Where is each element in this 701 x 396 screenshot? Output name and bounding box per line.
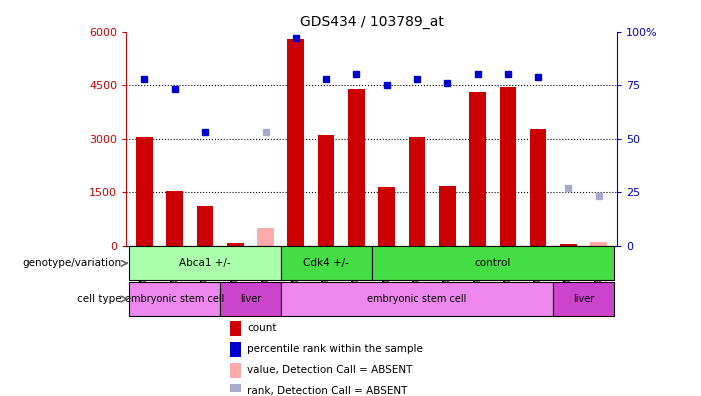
Bar — [230, 363, 241, 378]
Bar — [257, 228, 274, 246]
Bar — [220, 282, 280, 316]
Bar — [530, 129, 547, 246]
Text: count: count — [247, 323, 276, 333]
Bar — [230, 342, 241, 357]
Bar — [136, 137, 153, 246]
Bar — [500, 87, 516, 246]
Text: embryonic stem cell: embryonic stem cell — [367, 294, 467, 304]
Bar — [409, 137, 426, 246]
Bar — [372, 246, 614, 280]
Bar — [348, 89, 365, 246]
Bar — [129, 246, 280, 280]
Text: genotype/variation: genotype/variation — [22, 258, 121, 268]
Text: percentile rank within the sample: percentile rank within the sample — [247, 344, 423, 354]
Bar — [230, 384, 241, 396]
Bar — [318, 135, 334, 246]
Bar — [230, 321, 241, 335]
Bar — [280, 282, 553, 316]
Text: cell type: cell type — [76, 294, 121, 304]
Text: liver: liver — [573, 294, 594, 304]
Title: GDS434 / 103789_at: GDS434 / 103789_at — [299, 15, 444, 29]
Bar — [379, 187, 395, 246]
Bar — [129, 282, 220, 316]
Text: control: control — [475, 258, 511, 268]
Text: Abca1 +/-: Abca1 +/- — [179, 258, 231, 268]
Bar — [280, 246, 372, 280]
Text: value, Detection Call = ABSENT: value, Detection Call = ABSENT — [247, 365, 412, 375]
Text: liver: liver — [240, 294, 261, 304]
Text: embryonic stem cell: embryonic stem cell — [125, 294, 224, 304]
Text: rank, Detection Call = ABSENT: rank, Detection Call = ABSENT — [247, 386, 407, 396]
Bar — [196, 206, 213, 246]
Bar — [439, 186, 456, 246]
Bar — [227, 243, 243, 246]
Bar — [287, 39, 304, 246]
Bar — [590, 242, 607, 246]
Bar — [560, 244, 577, 246]
Bar — [469, 92, 486, 246]
Text: Cdk4 +/-: Cdk4 +/- — [303, 258, 349, 268]
Bar — [166, 191, 183, 246]
Bar — [553, 282, 614, 316]
